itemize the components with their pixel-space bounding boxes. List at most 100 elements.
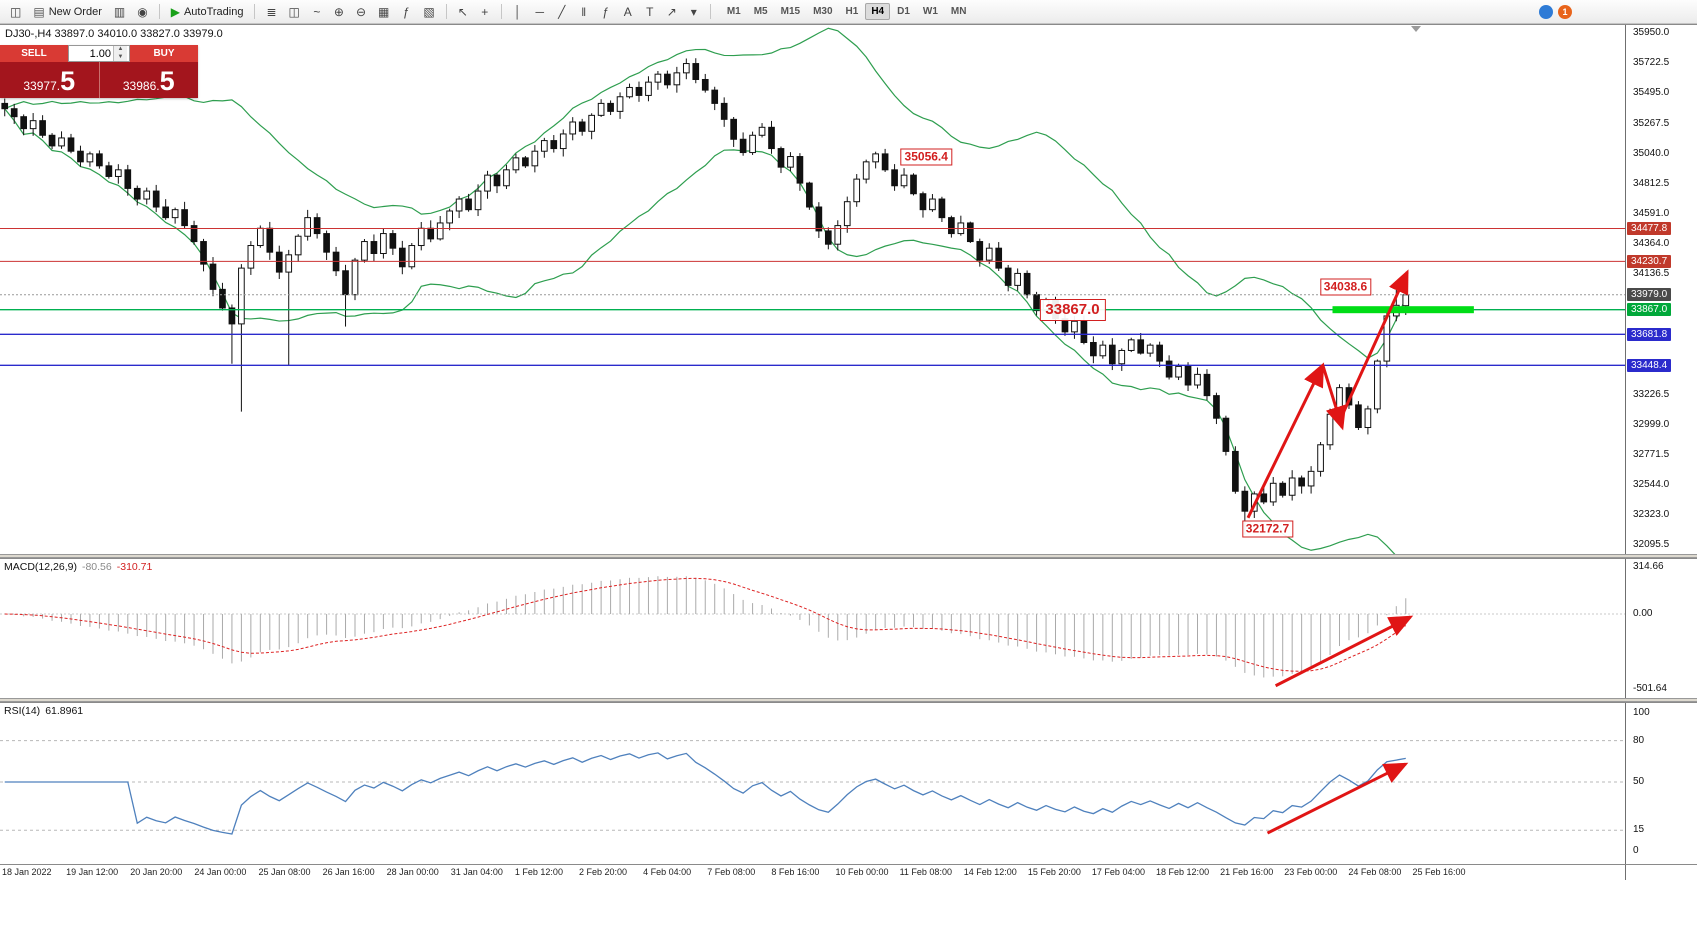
timeframe-m1-button[interactable]: M1	[721, 3, 747, 20]
one-click-trading-panel: SELL ▲ ▼ BUY 33977.5	[0, 45, 198, 98]
fibonacci-icon[interactable]: ƒ	[596, 2, 616, 22]
price-axis-tick: 35722.5	[1633, 57, 1670, 69]
navigator-icon[interactable]: ◉	[132, 2, 152, 22]
macd-name: MACD(12,26,9)	[4, 561, 77, 573]
price-axis[interactable]: 35950.0 35722.5 35495.0 35267.5 35040.0 34812…	[1625, 25, 1697, 554]
timeframe-m5-button[interactable]: M5	[748, 3, 774, 20]
time-axis-label: 28 Jan 00:00	[386, 867, 439, 877]
indicator-axis-value: 0	[1633, 845, 1639, 856]
macd-chart-area[interactable]: MACD(12,26,9) -80.56 -310.71	[0, 559, 1625, 698]
time-axis-label: 10 Feb 00:00	[835, 867, 889, 877]
tile-windows-icon[interactable]: ▦	[373, 2, 394, 22]
indicators-icon[interactable]: ƒ	[396, 2, 416, 22]
rsi-axis[interactable]: 100 80 50 15 0	[1625, 703, 1697, 864]
time-axis-label: 18 Jan 2022	[2, 867, 52, 877]
community-icon[interactable]	[1539, 4, 1553, 19]
time-axis[interactable]: 18 Jan 2022 19 Jan 12:00 20 Jan 20:00 24 Ja…	[0, 864, 1697, 880]
new-chart-icon[interactable]: ◫	[5, 2, 26, 22]
price-badge: 33979.0	[1627, 288, 1672, 302]
price-axis-tick: 35495.0	[1633, 87, 1670, 99]
text-icon[interactable]: A	[618, 2, 638, 22]
price-badge: 33867.0	[1627, 303, 1672, 317]
chart-shift-marker[interactable]	[1410, 26, 1421, 32]
indicator-axis-value: 15	[1633, 824, 1645, 836]
new-order-button[interactable]: ▤ New Order	[28, 2, 107, 22]
volume-up-icon[interactable]: ▲	[114, 46, 127, 54]
time-axis-label: 25 Jan 08:00	[258, 867, 311, 877]
sell-price: 33977.	[23, 79, 61, 93]
toolbar-separator	[709, 4, 711, 19]
price-axis-tick: 32095.5	[1633, 539, 1670, 550]
autotrading-label: AutoTrading	[183, 5, 244, 18]
time-axis-label: 1 Feb 12:00	[514, 867, 563, 877]
toolbar-right-icons: 1	[1539, 4, 1692, 19]
time-axis-label: 2 Feb 20:00	[579, 867, 628, 877]
volume-input[interactable]	[69, 46, 113, 61]
crosshair-icon[interactable]: +	[475, 2, 495, 22]
indicator-axis-value: 100	[1633, 707, 1650, 718]
candles-chart-icon[interactable]: ◫	[284, 2, 305, 22]
arrows-dropdown-icon[interactable]: ▾	[684, 2, 704, 22]
timeframe-w1-button[interactable]: W1	[917, 3, 944, 20]
sell-button[interactable]: 33977. 5	[0, 62, 100, 98]
price-badge: 33681.8	[1627, 327, 1672, 341]
toolbar-separator	[500, 4, 502, 19]
zoom-in-icon[interactable]: ⊕	[329, 2, 349, 22]
new-order-label: New Order	[48, 5, 102, 18]
rsi-name: RSI(14)	[4, 705, 41, 717]
rsi-chart-area[interactable]: RSI(14) 61.8961	[0, 703, 1625, 864]
time-axis-label: 19 Jan 12:00	[66, 867, 119, 877]
indicator-axis-value: 314.66	[1633, 561, 1664, 572]
price-axis-tick: 32999.0	[1633, 418, 1670, 430]
zoom-out-icon[interactable]: ⊖	[351, 2, 371, 22]
horizontal-line-icon[interactable]: ─	[530, 2, 550, 22]
sell-header-label: SELL	[0, 45, 68, 62]
arrows-icon[interactable]: ↗	[662, 2, 682, 22]
macd-axis[interactable]: 314.66 0.00 -501.64	[1625, 559, 1697, 698]
vertical-line-icon[interactable]: │	[508, 2, 528, 22]
panel-splitter[interactable]	[0, 554, 1697, 558]
time-axis-label: 20 Jan 20:00	[130, 867, 183, 877]
time-axis-label: 24 Jan 00:00	[194, 867, 247, 877]
line-chart-icon[interactable]: ~	[307, 2, 327, 22]
timeframe-m30-button[interactable]: M30	[807, 3, 838, 20]
chart-window: 35056.4 33867.0 34038.6 32172.7 DJ30-,H4 33…	[0, 24, 1697, 940]
trendline-icon[interactable]: ╱	[552, 2, 572, 22]
main-chart-panel: 35056.4 33867.0 34038.6 32172.7 DJ30-,H4 33…	[0, 24, 1697, 554]
autotrading-button[interactable]: ▶ AutoTrading	[166, 2, 249, 22]
panel-splitter[interactable]	[0, 698, 1697, 702]
sell-price-big-digit: 5	[60, 66, 76, 96]
price-axis-tick: 34364.0	[1633, 237, 1670, 249]
indicator-axis-value: 50	[1633, 776, 1645, 787]
price-axis-tick: 32544.0	[1633, 479, 1670, 491]
buy-button[interactable]: 33986. 5	[99, 62, 198, 98]
timeframe-h4-button[interactable]: H4	[865, 3, 891, 20]
market-watch-icon[interactable]: ▥	[109, 2, 130, 22]
new-order-icon: ▤	[33, 4, 45, 19]
price-chart-area[interactable]: 35056.4 33867.0 34038.6 32172.7 DJ30-,H4 33…	[0, 25, 1625, 554]
price-axis-tick: 34812.5	[1633, 178, 1670, 190]
symbol-info: DJ30-,H4 33897.0 34010.0 33827.0 33979.0	[5, 28, 223, 40]
time-axis-label: 4 Feb 04:00	[643, 867, 692, 877]
cursor-icon[interactable]: ↖	[453, 2, 473, 22]
volume-down-icon[interactable]: ▼	[114, 53, 127, 61]
time-axis-label: 7 Feb 08:00	[707, 867, 756, 877]
timeframe-d1-button[interactable]: D1	[891, 3, 916, 20]
time-axis-label: 21 Feb 16:00	[1220, 867, 1274, 877]
bars-chart-icon[interactable]: ≣	[261, 2, 281, 22]
time-axis-label: 17 Feb 04:00	[1091, 867, 1145, 877]
channel-icon[interactable]: ‖	[574, 2, 594, 22]
macd-value-signal: -310.71	[116, 561, 153, 573]
time-axis-label: 8 Feb 16:00	[771, 867, 820, 877]
notification-badge[interactable]: 1	[1558, 4, 1572, 19]
time-axis-labels: 18 Jan 2022 19 Jan 12:00 20 Jan 20:00 24 Ja…	[0, 865, 1625, 880]
rsi-label: RSI(14) 61.8961	[4, 705, 83, 717]
templates-icon[interactable]: ▧	[418, 2, 439, 22]
text-label-icon[interactable]: T	[640, 2, 660, 22]
bottom-spacer	[0, 880, 1697, 940]
timeframe-m15-button[interactable]: M15	[775, 3, 806, 20]
toolbar: ◫ ▤ New Order ▥ ◉ ▶ AutoTrading ≣ ◫ ~ ⊕ …	[0, 0, 1697, 24]
timeframe-mn-button[interactable]: MN	[945, 3, 973, 20]
timeframe-h1-button[interactable]: H1	[840, 3, 865, 20]
